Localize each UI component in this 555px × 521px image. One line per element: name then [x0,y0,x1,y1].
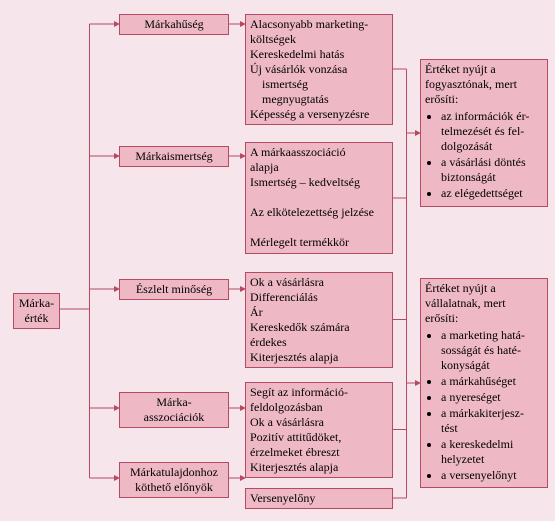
line: költségek [250,32,296,46]
line: megnyugtatás [250,92,329,106]
label: köthető előnyök [135,480,213,494]
line: Differenciálás [250,290,318,304]
detail-markahuseg: Alacsonyabb marketing- költségek Kereske… [245,14,393,125]
label: Márkatulajdonhoz [130,465,218,479]
line: feldolgozásban [250,400,323,414]
node-eszlelt-minoseg: Észlelt minőség [119,279,229,300]
node-markahuseg: Márkahűség [119,14,229,35]
bullet: az elégedettséget [441,186,543,201]
bullet: a nyereséget [441,390,543,405]
line: vállalatnak, mert [425,296,506,310]
line: ismertség [250,77,308,91]
node-markaismertseg: Márkaismertség [119,146,229,167]
line: Ok a vásárlásra [250,275,324,289]
line: Ár [250,305,263,319]
label: Észlelt minőség [136,282,212,296]
line: Ok a vásárlásra [250,415,324,429]
line: Kereskedők számára [250,320,350,334]
bullet: a versenyelőnyt [441,468,543,483]
line: Versenyelőny [250,491,315,505]
line: Kiterjesztés alapja [250,350,338,364]
node-root: Márka- érték [13,293,60,329]
line: Mérlegelt termékkör [250,235,349,249]
label: érték [25,311,49,325]
bullet: az információk ér- telmezését és fel- do… [441,109,543,154]
bullet-list: a marketing hatá- sosságát és haté- kony… [425,328,543,483]
label: asszociációk [144,410,205,424]
line: erősíti: [425,311,458,325]
bullet-list: az információk ér- telmezését és fel- do… [425,109,543,201]
label: Márka- [156,395,191,409]
line: Értéket nyújt a [425,281,496,295]
line: érzelmeket ébreszt [250,445,340,459]
bullet: a kereskedelmi helyzetet [441,437,543,467]
bullet: a márkahűséget [441,374,543,389]
line: Pozitív attitűdöket, [250,430,341,444]
bullet: a márkakiterjesz- tést [441,406,543,436]
bullet: a marketing hatá- sosságát és haté- kony… [441,328,543,373]
line: Képesség a versenyzésre [250,107,369,121]
line: Kiterjesztés alapja [250,460,338,474]
detail-eszlelt-minoseg: Ok a vásárlásra Differenciálás Ár Keresk… [245,272,393,368]
line: erősíti: [425,92,458,106]
detail-markatulajdon: Versenyelőny [245,488,393,509]
node-markatulajdon: Márkatulajdonhoz köthető előnyök [119,462,229,498]
bullet: a vásárlási döntés biztonságát [441,155,543,185]
label: Márkaismertség [135,149,212,163]
line: Új vásárlók vonzása [250,62,347,76]
label: Márka- [19,296,54,310]
detail-asszociaciok: Segít az információ- feldolgozásban Ok a… [245,382,393,478]
line: Kereskedelmi hatás [250,47,344,61]
line: Ismertség – kedveltség [250,175,360,189]
output-fogyaszto: Értéket nyújt a fogyasztónak, mert erősí… [420,59,548,207]
diagram-canvas: Márka- érték Márkahűség Márkaismertség É… [0,0,555,521]
line: Segít az információ- [250,385,348,399]
output-vallalat: Értéket nyújt a vállalatnak, mert erősít… [420,278,548,488]
line: A márkaasszociáció [250,145,346,159]
line: érdekes [250,335,287,349]
line: fogyasztónak, mert [425,77,517,91]
line: Az elkötelezettség jelzése [250,205,374,219]
line: alapja [250,160,279,174]
line: Értéket nyújt a [425,62,496,76]
line: Alacsonyabb marketing- [250,17,368,31]
node-marka-asszociaciok: Márka- asszociációk [119,392,229,428]
label: Márkahűség [144,17,203,31]
detail-markaismertseg: A márkaasszociáció alapja Ismertség – ke… [245,142,393,254]
